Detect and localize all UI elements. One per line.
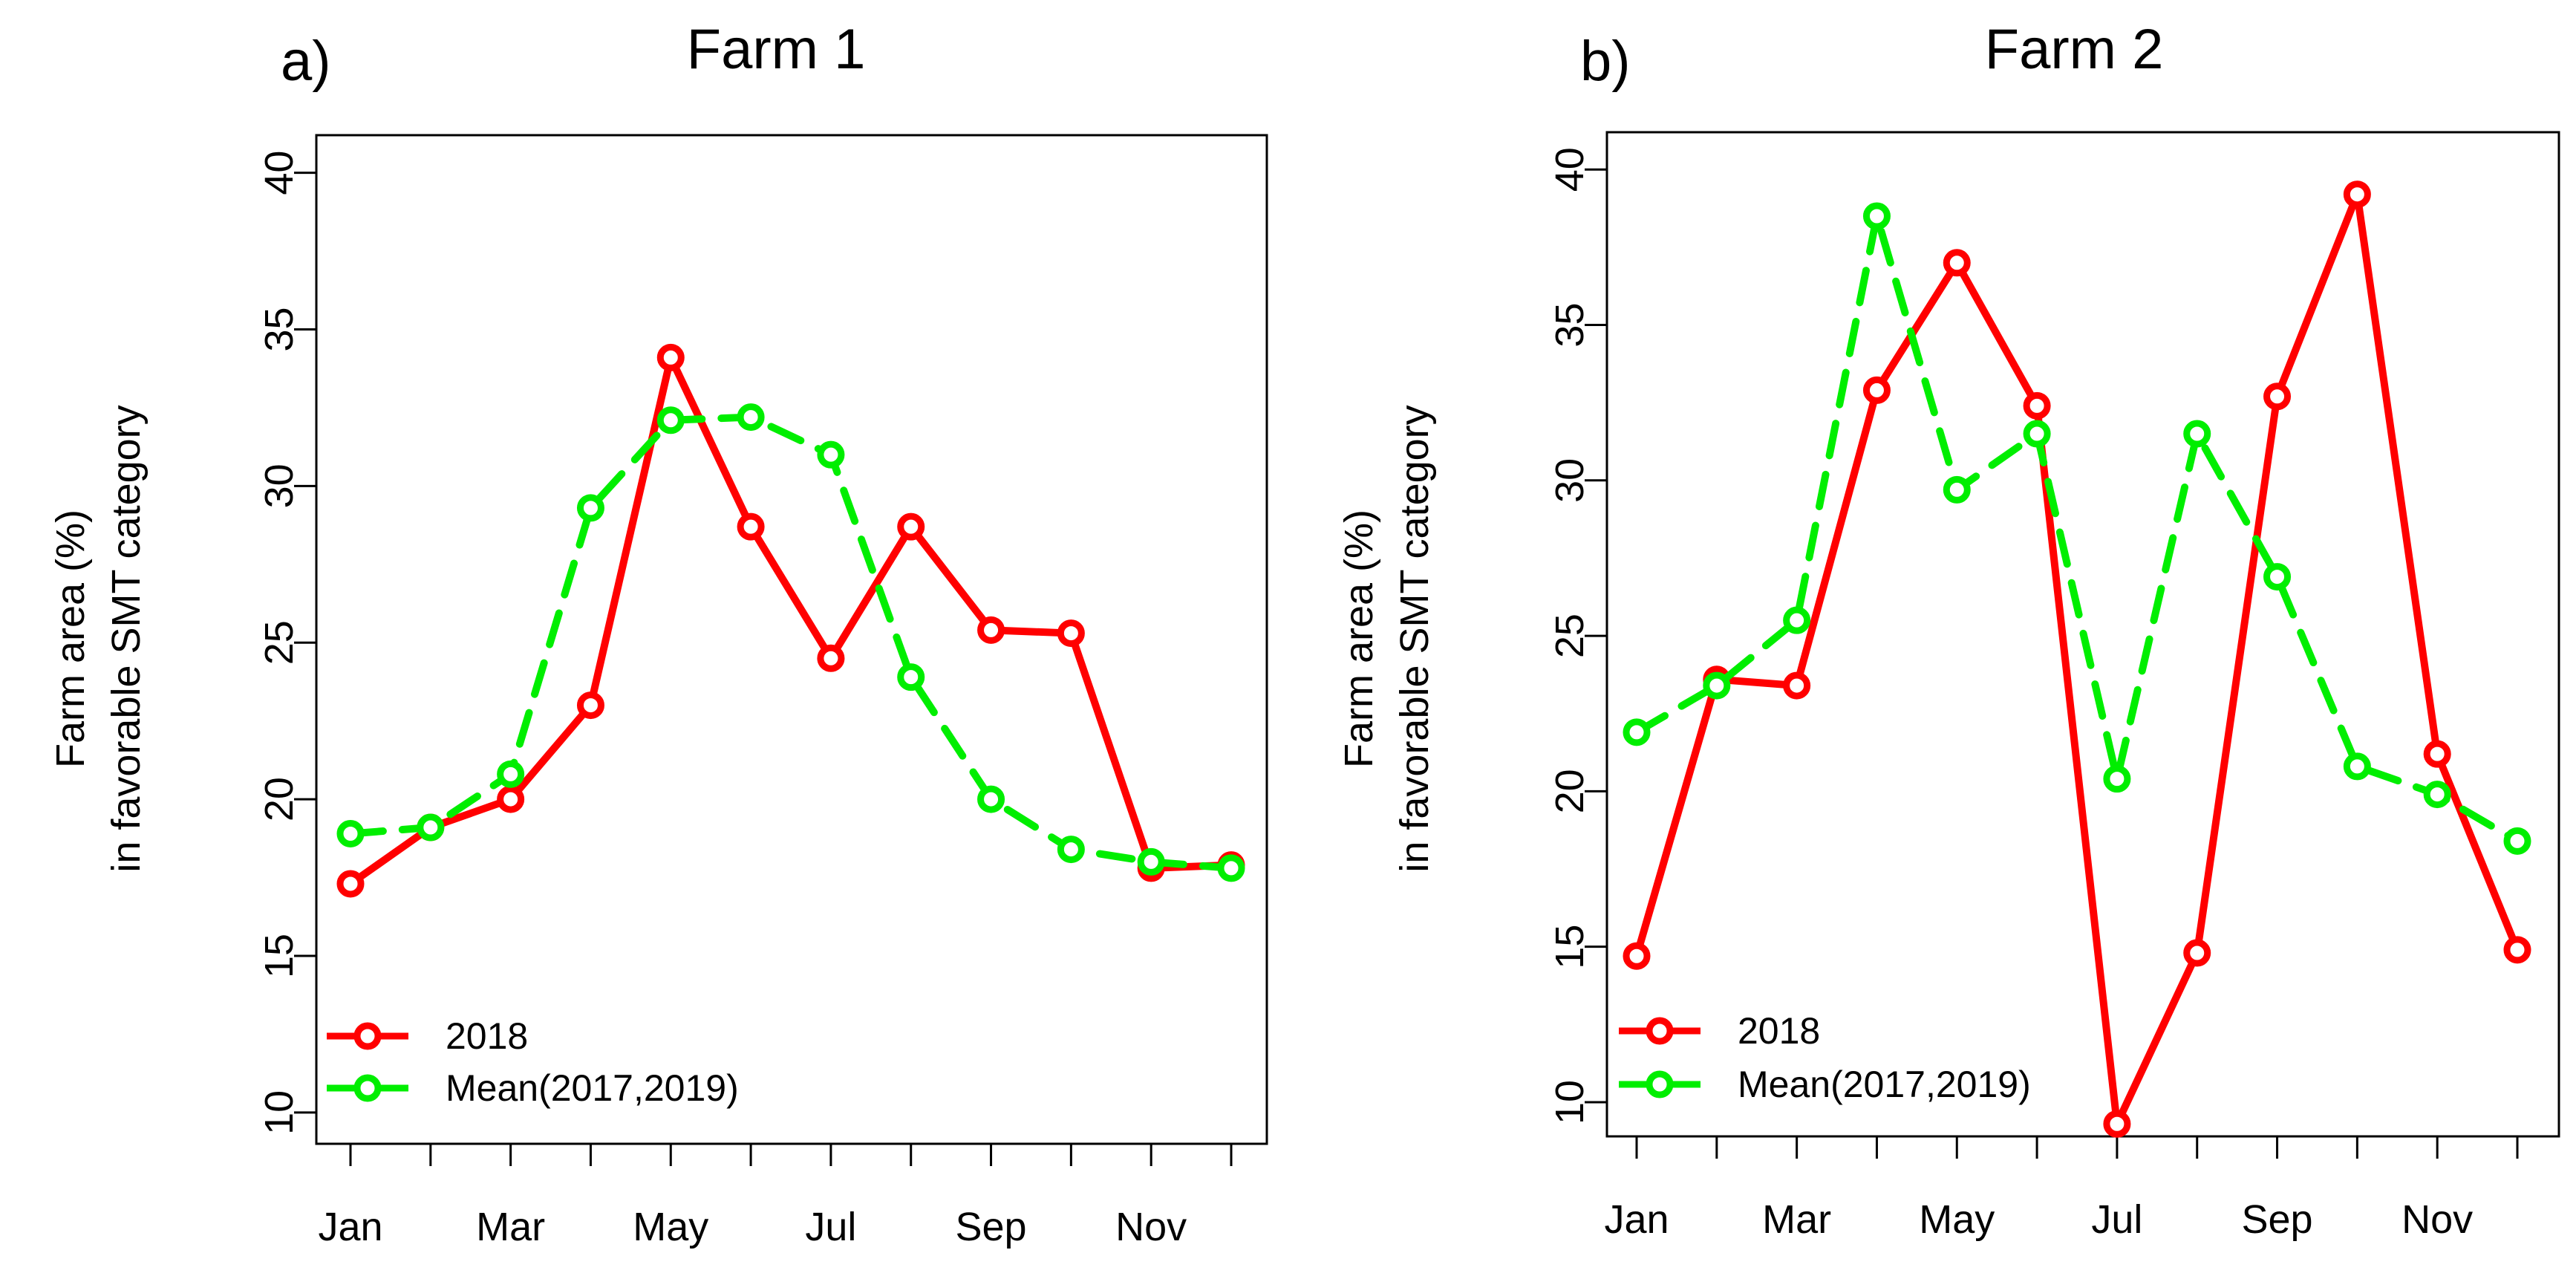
data-point	[1862, 202, 1891, 230]
y-tick-label: 40	[257, 151, 301, 195]
y-tick-label: 15	[1548, 925, 1592, 969]
data-point	[817, 644, 845, 672]
y-axis-label: Farm area (%)	[1337, 510, 1381, 768]
data-point	[417, 813, 445, 842]
panel-label: b)	[1580, 30, 1631, 93]
data-point	[497, 760, 525, 788]
legend-label: Mean(2017,2019)	[446, 1067, 739, 1109]
x-tick-label: Mar	[1762, 1197, 1831, 1242]
data-point	[1057, 836, 1085, 864]
legend-marker	[1646, 1070, 1674, 1098]
x-tick-label: May	[633, 1205, 708, 1249]
x-tick-label: Nov	[2401, 1197, 2473, 1242]
data-point	[1137, 847, 1165, 876]
data-point	[897, 512, 925, 541]
x-tick-label: Jul	[2091, 1197, 2142, 1242]
data-point	[737, 403, 765, 432]
x-tick-label: May	[1919, 1197, 1995, 1242]
data-point	[977, 785, 1005, 813]
data-point	[2423, 781, 2451, 809]
legend-label: Mean(2017,2019)	[1738, 1064, 2031, 1105]
series-line-2018	[1633, 190, 2521, 1128]
legend-marker	[353, 1074, 382, 1102]
y-axis-label: Farm area (%)	[48, 510, 93, 768]
data-point	[977, 616, 1005, 644]
y-axis-label: in favorable SMT category	[1392, 405, 1437, 872]
panel-label: a)	[281, 30, 331, 93]
data-point	[1943, 475, 1971, 504]
data-point	[2183, 939, 2211, 967]
x-tick-label: Jan	[318, 1205, 382, 1249]
data-point	[2423, 740, 2451, 768]
data-point	[497, 785, 525, 813]
series-line-2018	[347, 354, 1235, 888]
data-point	[2103, 1110, 2131, 1138]
y-tick-label: 10	[257, 1090, 301, 1135]
x-tick-label: Sep	[955, 1205, 1026, 1249]
data-point	[1623, 718, 1651, 746]
y-tick-label: 20	[1548, 769, 1592, 813]
data-point	[2183, 420, 2211, 448]
chart-title: Farm 1	[687, 18, 866, 81]
chart-title: Farm 2	[1985, 18, 2164, 81]
x-tick-label: Jul	[805, 1205, 856, 1249]
data-point	[1943, 249, 1971, 277]
data-point	[2503, 827, 2531, 855]
data-point	[1783, 606, 1811, 634]
chart-panel-2: 10 15 20 25 30 35 40 Jan Mar May Jul Sep Nov 2018 Mean…	[1337, 18, 2560, 1242]
x-tick-label: Jan	[1604, 1197, 1669, 1242]
y-tick-label: 20	[257, 777, 301, 821]
data-point	[1623, 942, 1651, 970]
data-point	[336, 870, 365, 898]
series-line-mean	[347, 413, 1235, 872]
data-point	[817, 440, 845, 469]
legend-marker	[1646, 1017, 1674, 1045]
y-tick-label: 25	[257, 620, 301, 665]
data-point	[2023, 391, 2051, 420]
plot-frame	[315, 134, 1268, 1145]
y-tick-label: 30	[1548, 458, 1592, 503]
data-point	[2503, 936, 2531, 964]
y-tick-label: 40	[1548, 147, 1592, 192]
data-point	[2343, 180, 2371, 209]
chart-panel-1: 10 15 20 25 30 35 40 Jan Mar May Jul Sep Nov 2018 Mean…	[48, 18, 1268, 1249]
y-tick-label: 15	[257, 934, 301, 978]
data-point	[1783, 671, 1811, 700]
data-point	[576, 494, 604, 522]
data-point	[1703, 671, 1731, 700]
legend-label: 2018	[446, 1015, 528, 1057]
data-point	[2103, 765, 2131, 793]
data-point	[2263, 383, 2292, 411]
x-tick-label: Sep	[2241, 1197, 2312, 1242]
y-tick-label: 35	[257, 307, 301, 351]
data-point	[1057, 619, 1085, 648]
data-point	[1217, 854, 1245, 882]
y-tick-label: 30	[257, 463, 301, 508]
data-point	[656, 343, 685, 371]
data-point	[897, 663, 925, 691]
data-point	[336, 819, 365, 847]
data-point	[2343, 752, 2371, 781]
y-tick-label: 25	[1548, 613, 1592, 658]
data-point	[656, 406, 685, 434]
data-point	[2023, 420, 2051, 448]
y-tick-label: 35	[1548, 302, 1592, 347]
y-axis-label: in favorable SMT category	[104, 405, 149, 872]
y-tick-label: 10	[1548, 1080, 1592, 1124]
series-line-mean	[1633, 212, 2521, 845]
data-point	[576, 691, 604, 720]
data-point	[737, 512, 765, 541]
legend-marker	[353, 1022, 382, 1050]
plot-frame	[1605, 131, 2560, 1138]
x-tick-label: Nov	[1115, 1205, 1187, 1249]
legend-label: 2018	[1738, 1010, 1820, 1052]
x-tick-label: Mar	[476, 1205, 545, 1249]
data-point	[2263, 563, 2292, 591]
data-point	[1862, 376, 1891, 404]
